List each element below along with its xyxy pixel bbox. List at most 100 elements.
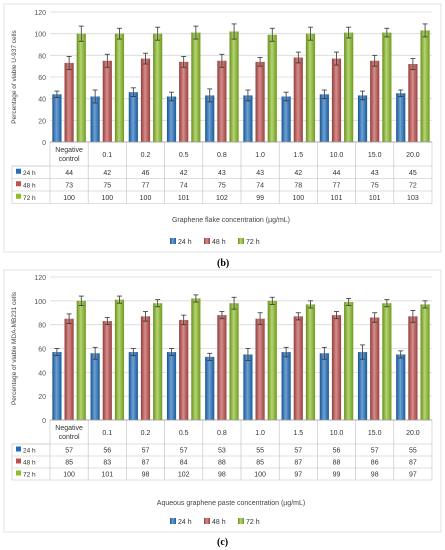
- category-label: 0.2: [141, 152, 151, 159]
- bar-48h: [331, 58, 342, 143]
- bar-48h: [64, 62, 74, 142]
- table-value: 100: [101, 195, 113, 202]
- table-value: 74: [256, 182, 264, 189]
- table-value: 74: [180, 182, 188, 189]
- table-value: 100: [140, 195, 152, 202]
- y-tick-label: 0: [42, 140, 46, 147]
- table-value: 75: [218, 182, 226, 189]
- bar-72h: [382, 32, 392, 143]
- bar-72h: [153, 303, 163, 420]
- table-value: 100: [292, 195, 304, 202]
- table-series-name: 72 h: [23, 472, 36, 479]
- category-label: 10.0: [330, 430, 344, 437]
- legend-swatch: [170, 238, 176, 244]
- table-value: 97: [409, 472, 417, 479]
- y-tick-label: 40: [38, 97, 46, 104]
- table-legend-key: [16, 168, 21, 174]
- x-axis-label: Aqueous graphene paste concentration (µg…: [157, 500, 305, 507]
- category-label: control: [59, 434, 80, 441]
- table-legend-key: [16, 458, 21, 464]
- y-tick-label: 40: [38, 370, 46, 377]
- bar-72h: [420, 304, 430, 420]
- category-label: 20.0: [406, 430, 420, 437]
- bar-24h: [128, 352, 138, 420]
- table-value: 55: [256, 448, 264, 455]
- bar-48h: [179, 319, 189, 420]
- bar-72h: [229, 303, 239, 420]
- table-value: 99: [333, 472, 341, 479]
- table-value: 46: [142, 170, 150, 177]
- legend-label: 24 h: [178, 239, 192, 246]
- category-label: 15.0: [368, 152, 382, 159]
- bar-24h: [90, 96, 100, 142]
- table-value: 53: [218, 448, 226, 455]
- bar-72h: [76, 300, 86, 420]
- bar-24h: [205, 95, 215, 142]
- table-value: 102: [178, 472, 190, 479]
- bar-48h: [255, 318, 265, 420]
- table-value: 88: [333, 460, 341, 467]
- table-value: 57: [65, 448, 73, 455]
- legend-swatch: [204, 518, 210, 524]
- panel-label-c: (c): [217, 537, 229, 548]
- table-value: 86: [371, 460, 379, 467]
- y-tick-label: 20: [38, 118, 46, 125]
- bar-24h: [243, 354, 253, 420]
- table-value: 100: [63, 195, 75, 202]
- bar-48h: [102, 60, 112, 142]
- bar-72h: [229, 31, 239, 142]
- bar-48h: [64, 318, 74, 420]
- table-value: 101: [178, 195, 190, 202]
- category-label: 0.8: [217, 152, 227, 159]
- category-label: Negative: [55, 147, 83, 154]
- table-value: 101: [331, 195, 343, 202]
- table-value: 101: [369, 195, 381, 202]
- table-value: 85: [256, 460, 264, 467]
- bar-48h: [255, 61, 265, 143]
- category-label: 1.0: [255, 430, 265, 437]
- y-tick-label: 120: [34, 10, 46, 17]
- legend-label: 72 h: [246, 239, 260, 246]
- table-value: 87: [294, 460, 302, 467]
- bar-48h: [408, 316, 418, 420]
- table-value: 85: [65, 460, 73, 467]
- bar-72h: [344, 32, 354, 143]
- table-legend-key: [16, 446, 21, 452]
- table-value: 100: [63, 472, 75, 479]
- table-value: 87: [409, 460, 417, 467]
- panel-label-b: (b): [217, 258, 230, 269]
- bar-24h: [166, 352, 177, 420]
- table-value: 44: [333, 170, 341, 177]
- bar-48h: [217, 60, 227, 142]
- bar-48h: [293, 57, 303, 142]
- category-label: 1.0: [255, 152, 265, 159]
- y-tick-label: 100: [34, 299, 46, 306]
- table-value: 87: [142, 460, 150, 467]
- bar-24h: [281, 96, 291, 142]
- table-value: 56: [333, 448, 341, 455]
- table-series-name: 72 h: [23, 195, 36, 202]
- category-label: 0.2: [141, 430, 151, 437]
- table-value: 100: [254, 472, 266, 479]
- bar-72h: [114, 299, 125, 420]
- table-value: 57: [294, 448, 302, 455]
- table-value: 77: [142, 182, 150, 189]
- table-value: 98: [218, 472, 226, 479]
- legend-label: 72 h: [246, 519, 260, 526]
- y-tick-label: 100: [34, 32, 46, 39]
- legend-swatch: [170, 518, 176, 524]
- table-value: 78: [294, 182, 302, 189]
- category-label: 1.5: [293, 152, 303, 159]
- table-value: 42: [103, 170, 111, 177]
- bar-24h: [357, 352, 368, 420]
- bar-24h: [396, 93, 406, 142]
- bar-24h: [166, 96, 177, 142]
- bar-72h: [153, 33, 163, 142]
- bar-24h: [243, 95, 253, 142]
- bar-72h: [267, 300, 277, 420]
- table-legend-key: [16, 181, 21, 187]
- table-legend-key: [16, 193, 21, 199]
- bar-72h: [382, 303, 392, 420]
- legend-swatch: [238, 518, 244, 524]
